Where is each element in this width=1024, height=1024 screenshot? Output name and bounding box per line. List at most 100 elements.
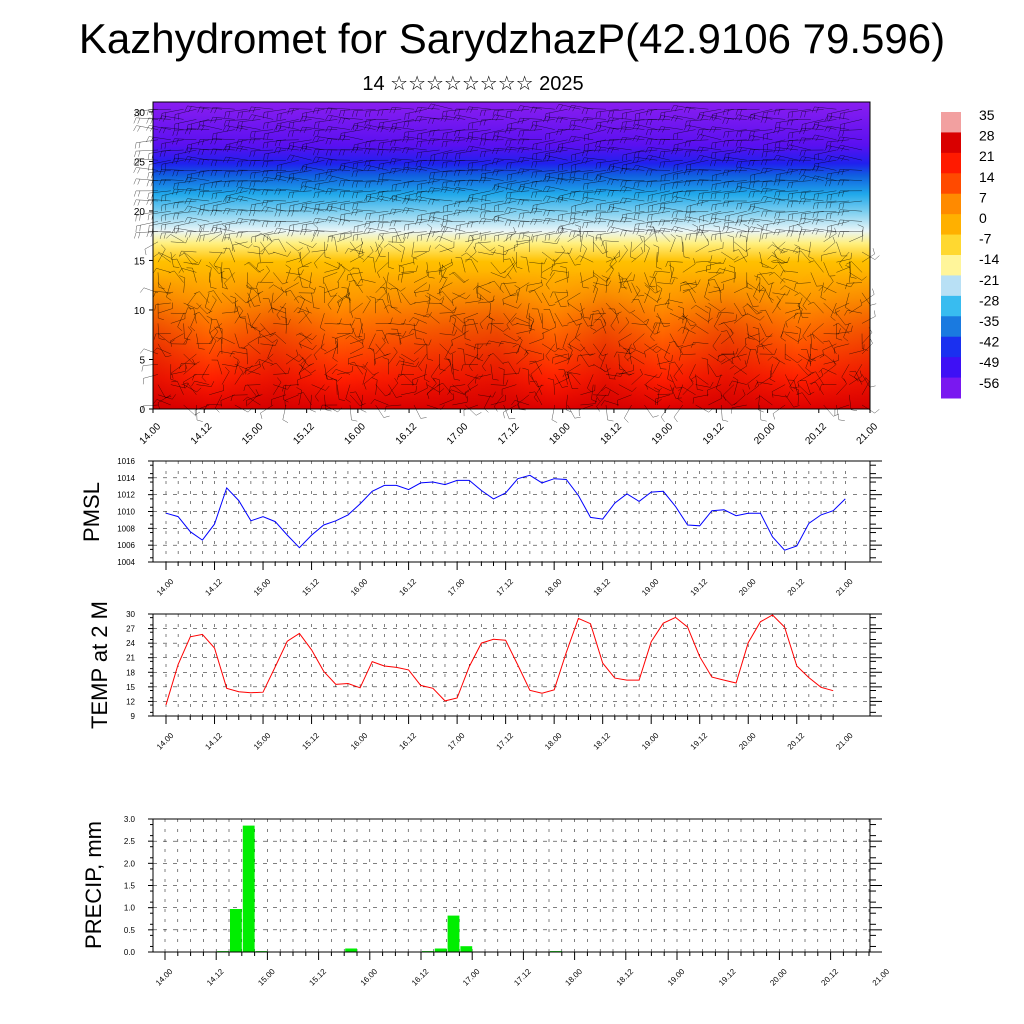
cross-section-panel: 0 5 10 15 20 25 30 14.00 14.12 15.00 15.12 16.00 16… <box>133 101 881 447</box>
colorbar-label: -35 <box>979 313 999 329</box>
precip-bar <box>434 948 447 952</box>
temp-x-tick-label: 14.12 <box>203 731 224 752</box>
colorbar-swatch <box>941 316 961 338</box>
pmsl-x-tick-label: 18.12 <box>592 577 613 598</box>
temp-x-tick-label: 16.00 <box>349 731 370 752</box>
colorbar-swatch <box>941 255 961 276</box>
temp-x-tick-label: 18.12 <box>592 731 613 752</box>
colorbar-swatch <box>941 193 961 215</box>
temp-series-line <box>165 614 834 705</box>
colorbar-label: -7 <box>979 231 992 247</box>
pmsl-x-tick-label: 14.00 <box>155 577 176 598</box>
pmsl-x-tick-label: 21.00 <box>834 577 855 598</box>
precip-axis-label: PRECIP, mm <box>81 821 106 949</box>
pmsl-series-line <box>165 474 846 551</box>
cross-section-x-tick-label: 17.00 <box>445 421 471 447</box>
cross-section-warm-cells <box>153 102 870 409</box>
pmsl-x-tick-label: 16.12 <box>397 577 418 598</box>
temp-x-tick-label: 20.00 <box>737 731 758 752</box>
cross-section-x-tick-label: 16.00 <box>343 421 369 447</box>
temp-y-tick-label: 9 <box>131 712 136 721</box>
colorbar-label: -21 <box>979 272 999 288</box>
colorbar-swatch <box>941 295 961 317</box>
wind-barb-glyphs <box>133 103 880 423</box>
temp-y-tick-label: 30 <box>126 610 135 619</box>
precip-bar <box>230 909 242 952</box>
chart-subtitle: 14 ☆☆☆☆☆☆☆☆ 2025 <box>362 73 584 95</box>
cross-section-y-tick-label: 20 <box>134 207 146 218</box>
temp-x-tick-label: 21.00 <box>834 731 855 752</box>
colorbar-label: 28 <box>979 128 995 144</box>
precip-x-tick-label: 18.00 <box>563 967 584 988</box>
precip-x-tick-label: 17.12 <box>512 967 533 988</box>
cross-section-x-tick-label: 20.00 <box>752 421 778 447</box>
temp-grid <box>153 613 870 717</box>
precip-x-tick-label: 20.12 <box>819 967 840 988</box>
colorbar-swatch <box>941 112 961 133</box>
cross-section-y-tick-label: 0 <box>139 405 145 416</box>
pmsl-x-tick-label: 20.12 <box>786 577 807 598</box>
cross-section-y-axis: 0 5 10 15 20 25 30 <box>134 108 153 416</box>
colorbar-label: -14 <box>979 251 999 267</box>
pmsl-axis-label: PMSL <box>79 482 104 542</box>
colorbar-swatch <box>941 357 961 379</box>
precip-x-tick-label: 17.00 <box>461 967 482 988</box>
temp-y-tick-label: 21 <box>126 654 135 663</box>
cross-section-x-tick-label: 18.12 <box>599 421 625 447</box>
cross-section-y-tick-label: 25 <box>134 157 146 168</box>
colorbar-swatch <box>941 132 961 154</box>
pmsl-y-tick-label: 1004 <box>117 558 135 567</box>
pmsl-x-tick-label: 14.12 <box>203 577 224 598</box>
temp-x-tick-label: 15.00 <box>252 731 273 752</box>
pmsl-x-tick-label: 17.12 <box>495 577 516 598</box>
cross-section-x-axis: 14.00 14.12 15.00 15.12 16.00 16.12 17.00 17.12… <box>138 409 881 447</box>
pmsl-y-tick-label: 1006 <box>117 541 135 550</box>
precip-axes: 0.0 0.5 1.0 1.5 2.0 2.5 3.0 14.00 14.12 15.00 15.1… <box>124 815 892 988</box>
temp-y-tick-label: 18 <box>126 668 135 677</box>
temp-x-tick-label: 14.00 <box>155 731 176 752</box>
colorbar-swatch <box>941 275 961 297</box>
temp-axes: 9 12 15 18 21 24 27 30 14.00 14.12 15.00 15.12 16.00… <box>126 610 882 752</box>
colorbar-label: -49 <box>979 354 999 370</box>
temp-x-tick-label: 18.00 <box>543 731 564 752</box>
precip-x-tick-label: 19.00 <box>666 967 687 988</box>
cross-section-x-tick-label: 14.12 <box>189 421 215 447</box>
cross-section-x-tick-label: 15.00 <box>240 421 266 447</box>
precip-x-tick-label: 14.00 <box>154 967 175 988</box>
cross-section-x-tick-label: 19.12 <box>701 421 727 447</box>
cross-section-x-tick-label: 21.00 <box>855 421 881 447</box>
precip-y-tick-label: 1.0 <box>124 904 136 913</box>
cross-section-y-tick-label: 15 <box>134 256 146 267</box>
temp-x-tick-label: 17.00 <box>446 731 467 752</box>
pmsl-y-tick-label: 1010 <box>117 508 135 517</box>
precip-y-tick-label: 0.0 <box>124 948 136 957</box>
precip-y-tick-label: 1.5 <box>124 882 136 891</box>
temp-y-tick-label: 15 <box>126 683 135 692</box>
precip-bar <box>345 948 357 952</box>
pmsl-x-tick-label: 15.12 <box>300 577 321 598</box>
colorbar-swatch <box>941 152 961 174</box>
colorbar-swatch <box>941 377 961 399</box>
colorbar-swatch <box>941 336 961 358</box>
colorbar-swatch <box>941 173 961 195</box>
colorbar-label: 0 <box>979 210 987 226</box>
cross-section-x-tick-label: 16.12 <box>394 421 420 447</box>
cross-section-x-tick-label: 14.00 <box>138 421 164 447</box>
pmsl-x-tick-label: 15.00 <box>252 577 273 598</box>
pmsl-y-tick-label: 1014 <box>117 474 135 483</box>
cross-section-y-tick-label: 5 <box>139 355 145 366</box>
pmsl-x-tick-label: 16.00 <box>349 577 370 598</box>
precip-x-tick-label: 16.00 <box>359 967 380 988</box>
cross-section-y-tick-label: 10 <box>134 306 146 317</box>
precip-bar <box>242 825 255 952</box>
pmsl-x-tick-label: 18.00 <box>543 577 564 598</box>
precip-y-tick-label: 0.5 <box>124 926 136 935</box>
precip-bars <box>217 825 562 953</box>
colorbar-label: 21 <box>979 148 995 164</box>
precip-y-tick-label: 3.0 <box>124 815 136 824</box>
cross-section-x-tick-label: 20.12 <box>803 421 829 447</box>
cross-section-x-tick-label: 17.12 <box>496 421 522 447</box>
precip-panel: 0.0 0.5 1.0 1.5 2.0 2.5 3.0 14.00 14.12 15.00 15.1… <box>81 815 892 988</box>
precip-grid <box>153 818 870 953</box>
